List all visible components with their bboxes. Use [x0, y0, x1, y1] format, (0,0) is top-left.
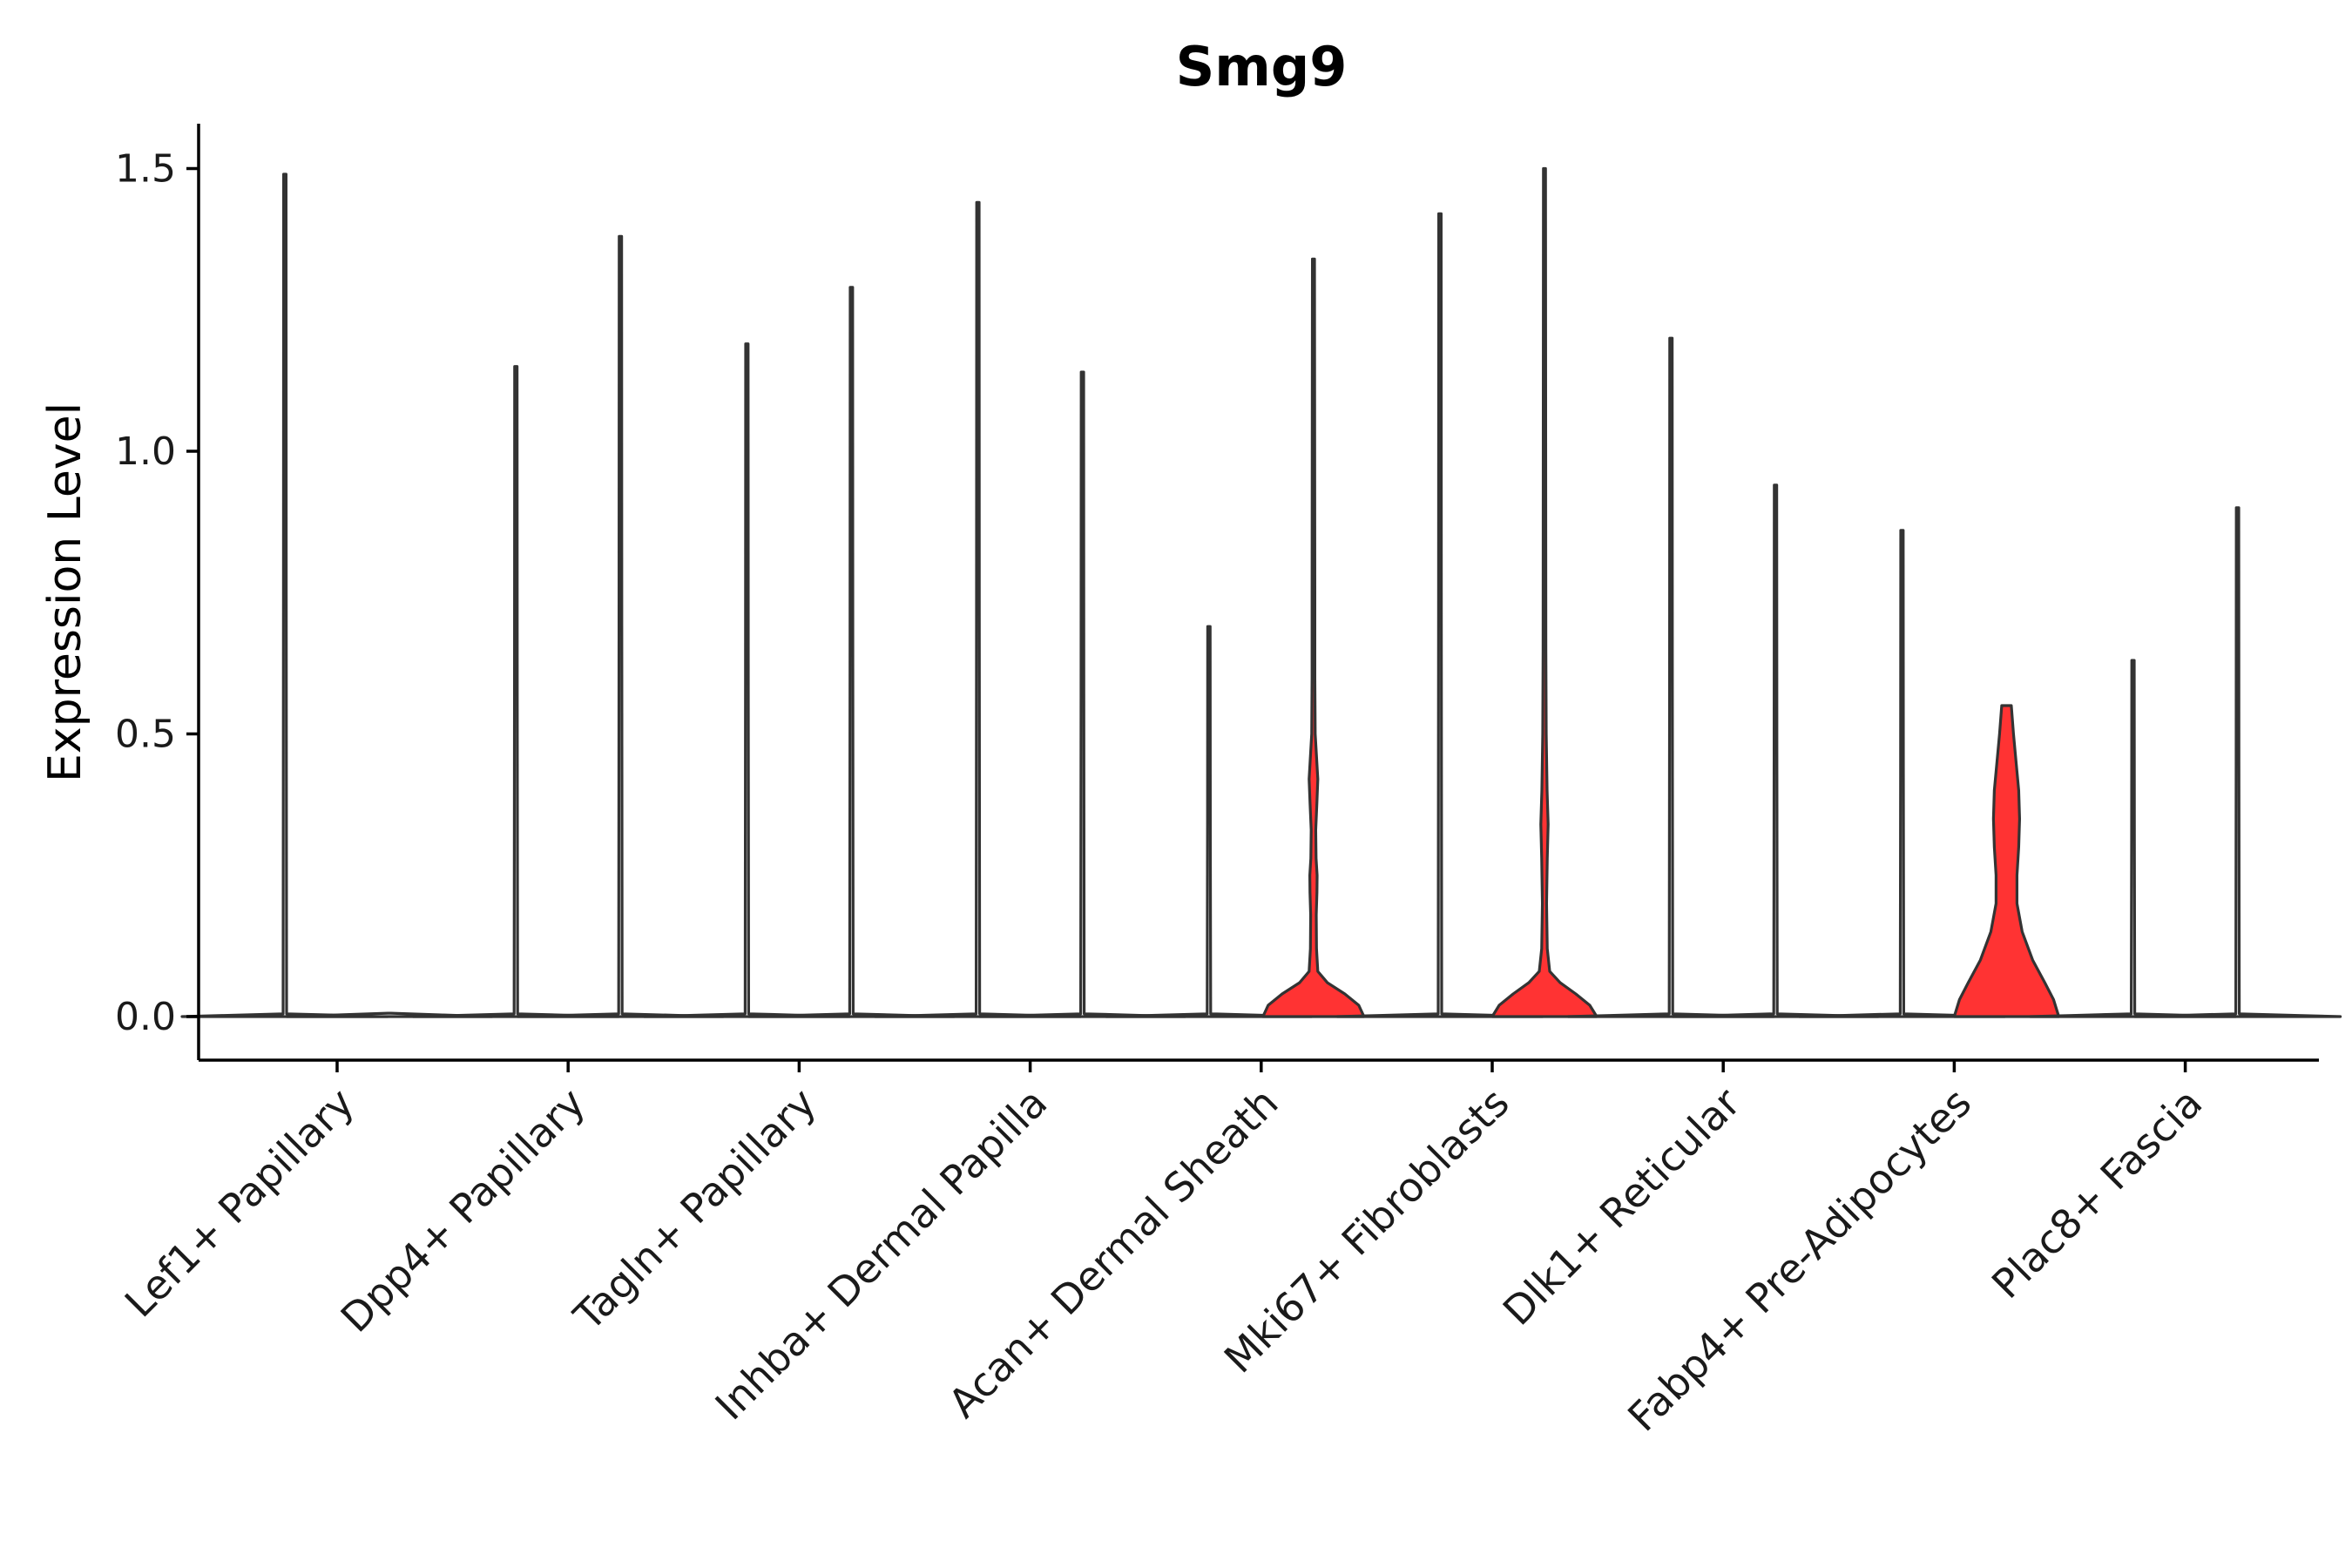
x-tick-label: Dlk1+ Reticular — [1494, 1079, 1749, 1335]
violin-ident-2 — [747, 286, 956, 1018]
violins-layer — [180, 166, 2342, 1018]
y-axis-label: Expression Level — [39, 402, 91, 782]
violin-ident-2 — [1671, 483, 1880, 1018]
violin-ident-1 — [1797, 529, 2006, 1018]
violin-ident-2-highlighted — [1490, 166, 1598, 1018]
violin-ident-1 — [642, 342, 851, 1018]
x-tick-label: Plac8+ Fascia — [1983, 1079, 2211, 1308]
violin-ident-1 — [180, 172, 389, 1018]
violin-ident-1 — [1335, 212, 1544, 1018]
violin-ident-1 — [874, 200, 1083, 1018]
y-tick-label: 0.0 — [115, 995, 176, 1039]
violin-ident-1 — [411, 365, 620, 1018]
axes-layer — [197, 124, 2319, 1062]
y-tick-label: 0.5 — [115, 713, 176, 757]
violin-ident-1 — [1566, 336, 1775, 1018]
y-tick-label: 1.5 — [115, 147, 176, 192]
violin-ident-2 — [978, 370, 1187, 1018]
violin-ident-2 — [2133, 506, 2342, 1018]
y-tick-label: 1.0 — [115, 429, 176, 474]
violin-ident-2-highlighted — [1261, 257, 1366, 1018]
chart-title: Smg9 — [1176, 35, 1348, 98]
y-ticks: 0.0 0.5 1.0 1.5 — [115, 147, 199, 1039]
violin-ident-1 — [1105, 625, 1314, 1018]
x-tick-label: Dpp4+ Papillary — [332, 1079, 594, 1342]
x-tick-label: Tagln+ Papillary — [564, 1079, 826, 1341]
violin-ident-2-highlighted — [1952, 704, 2060, 1018]
violin-ident-2 — [516, 234, 725, 1018]
violin-ident-1 — [2029, 659, 2238, 1018]
x-tick-label: Lef1+ Papillary — [116, 1079, 363, 1327]
